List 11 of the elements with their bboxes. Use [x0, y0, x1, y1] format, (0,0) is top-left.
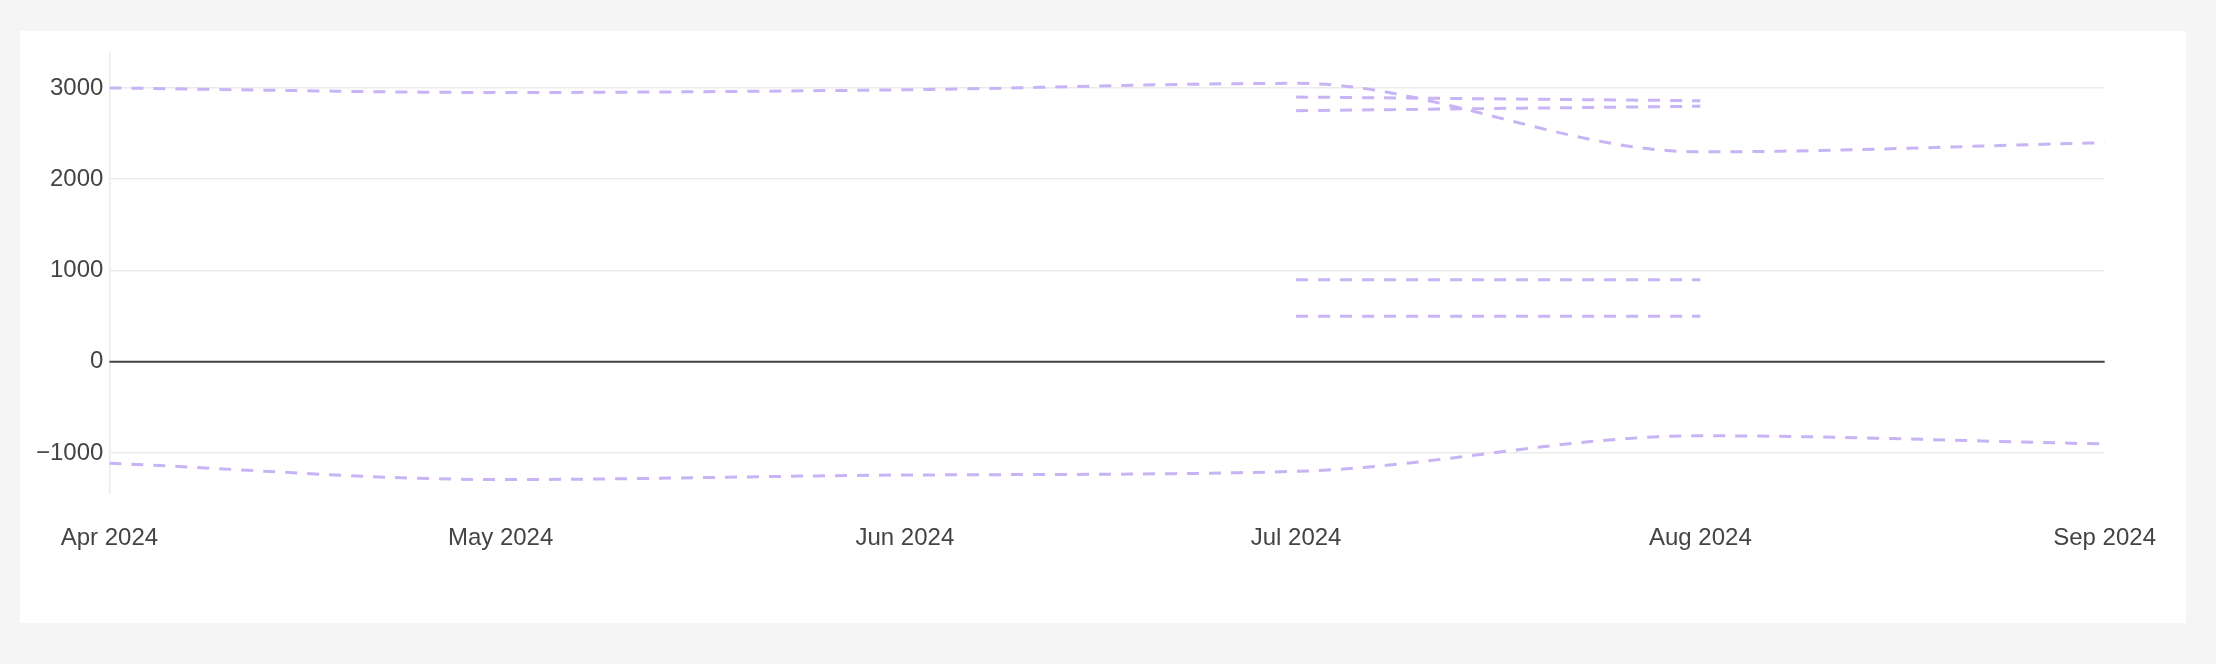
y-tick-label: 3000: [50, 72, 104, 100]
y-tick-label: −1000: [36, 437, 104, 465]
x-tick-label: Jul 2024: [1250, 523, 1342, 551]
x-tick-label: Jun 2024: [855, 523, 955, 551]
y-tick-label: 0: [90, 346, 104, 374]
y-tick-label: 1000: [50, 255, 104, 283]
x-tick-label: Apr 2024: [60, 523, 159, 551]
x-tick-label: Sep 2024: [2053, 523, 2156, 551]
x-tick-label: May 2024: [447, 523, 554, 551]
y-tick-label: 2000: [50, 163, 104, 191]
x-tick-label: Aug 2024: [1648, 523, 1752, 551]
